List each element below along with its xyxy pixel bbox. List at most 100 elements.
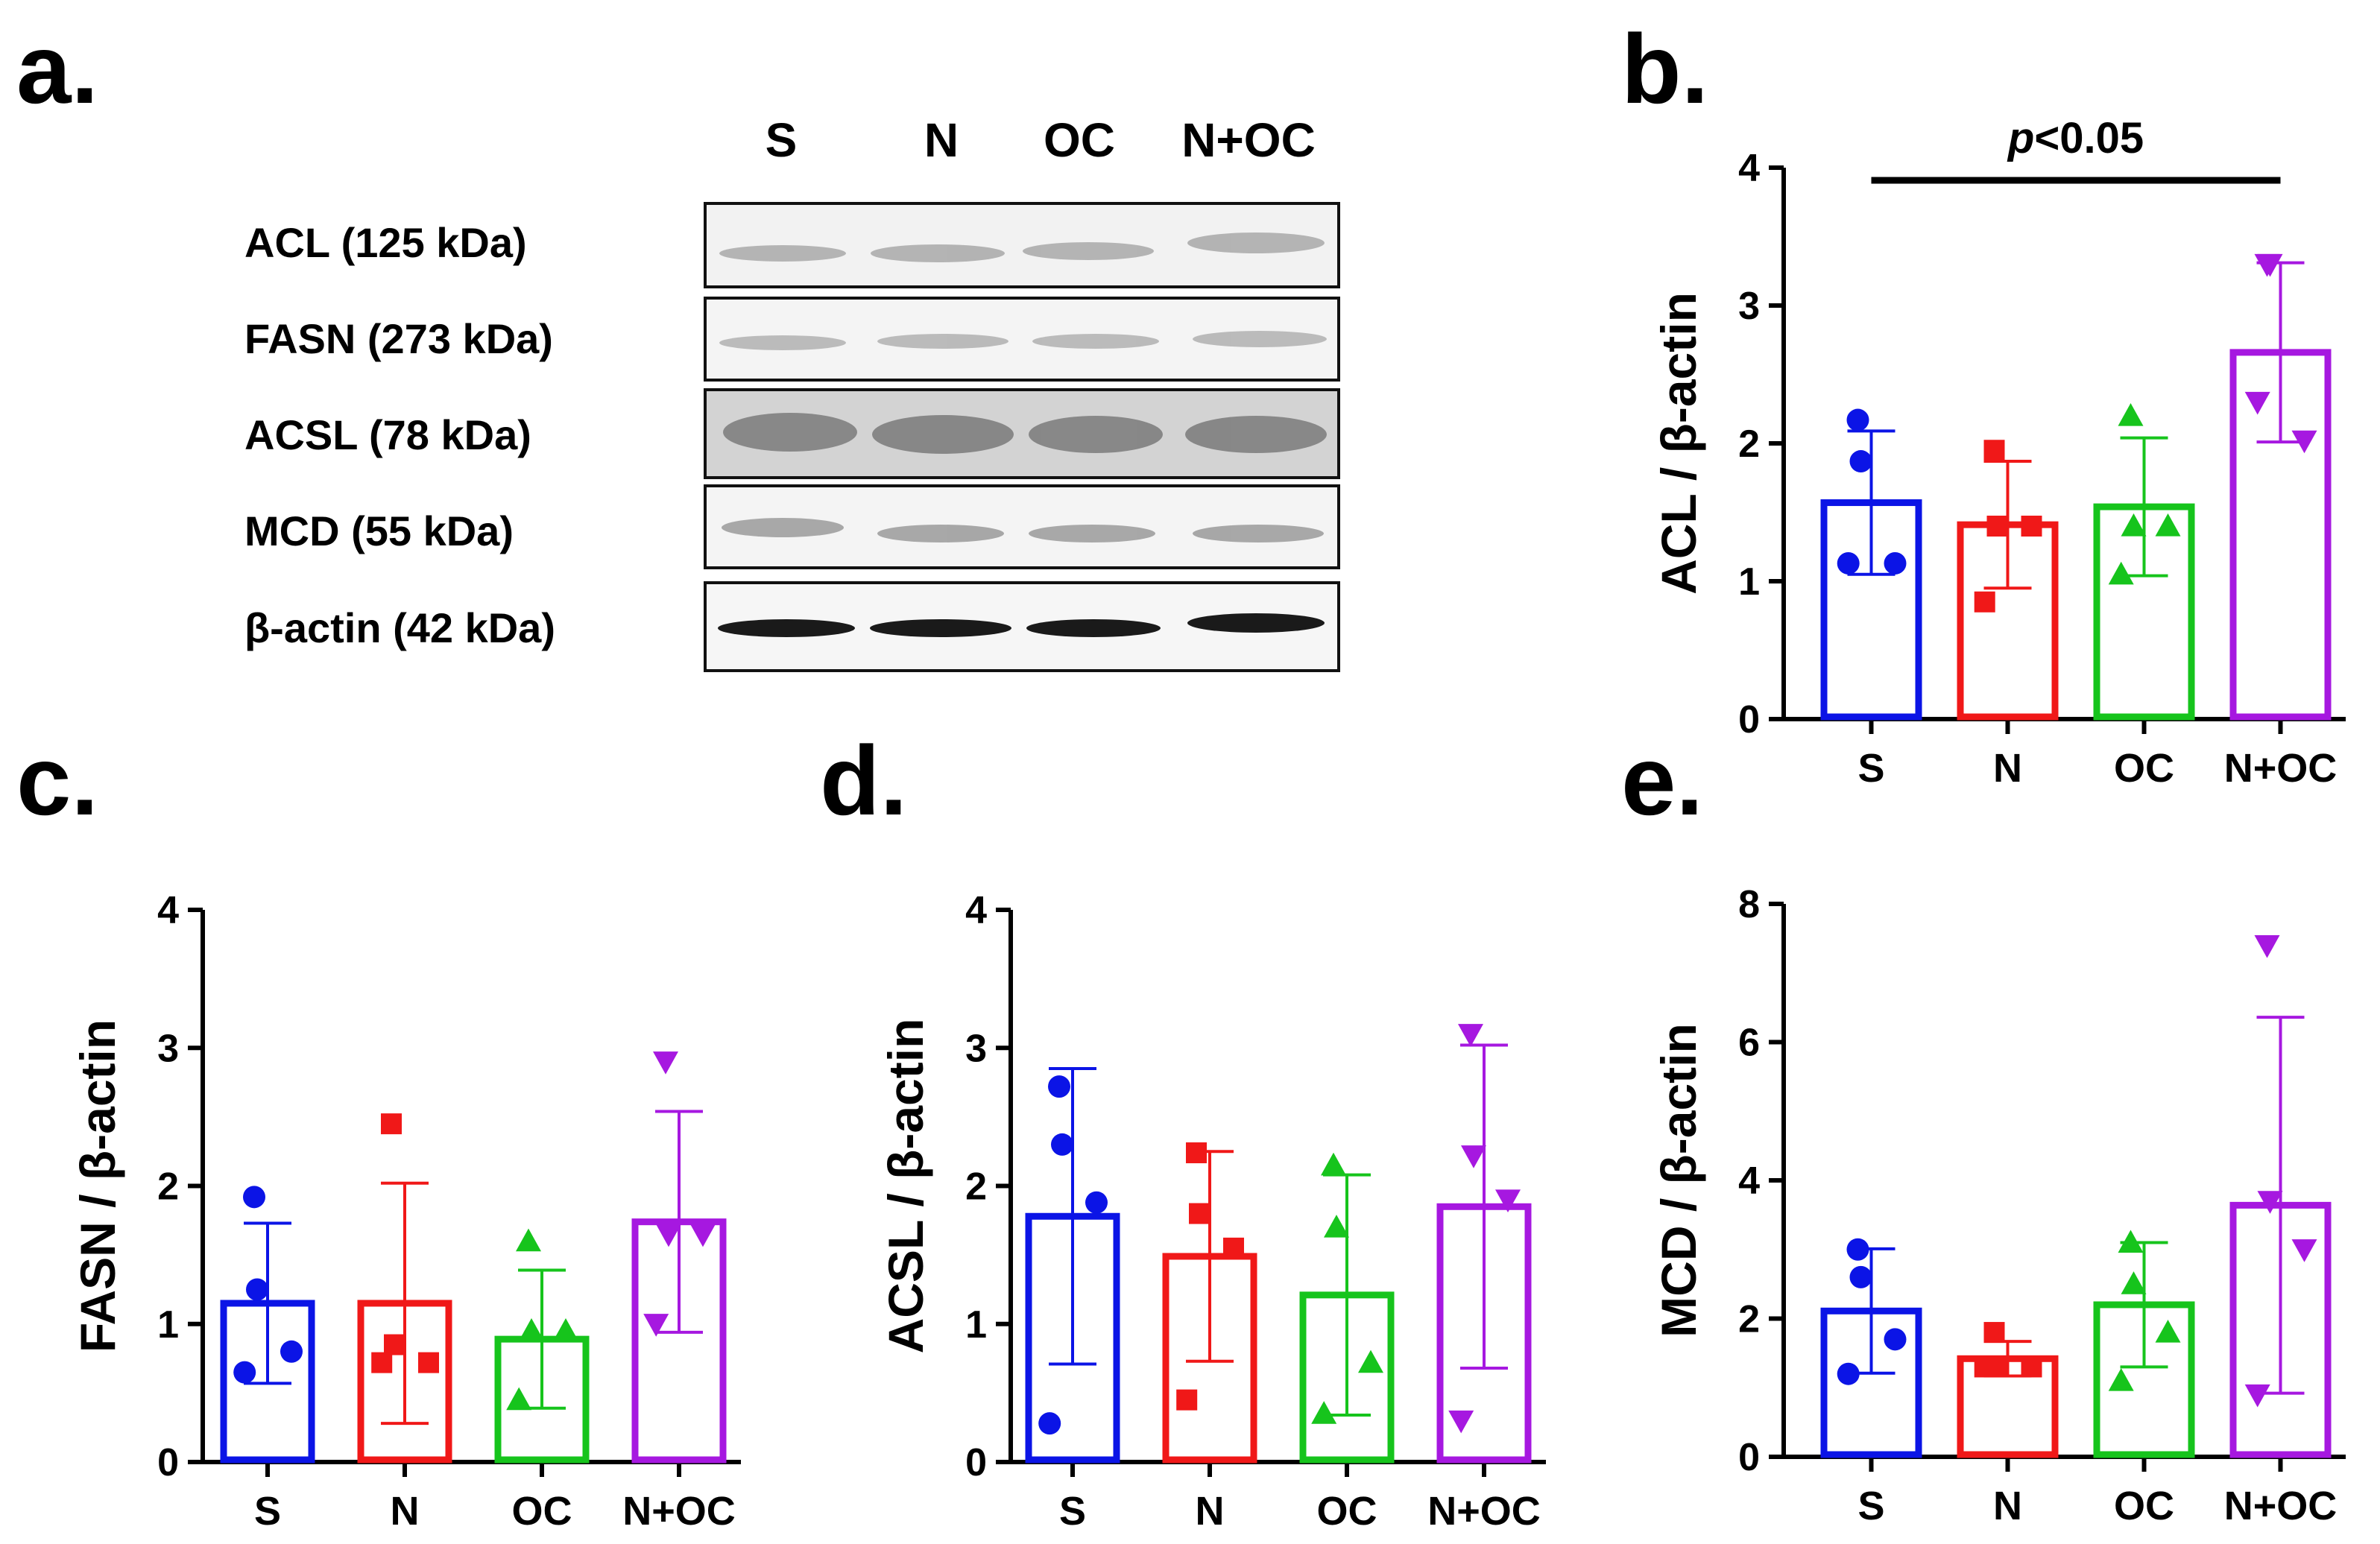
panel-label-b: b. (1621, 14, 1708, 124)
data-point-n (1974, 591, 1995, 613)
chart-fasn: 0 1 2 3 4 FASN / β-actin S N OC N+OC (70, 889, 741, 1534)
y-tick-label: 2 (157, 1165, 179, 1209)
x-tick-label-noc: N+OC (2224, 746, 2338, 791)
data-point-s (1051, 1133, 1073, 1156)
chart-mcd: 0 2 4 6 8 MCD / β-actin S N OC N+OC (1651, 883, 2346, 1528)
y-axis-title: ACSL / β-actin (878, 1019, 933, 1354)
lane-label-noc: N+OC (1181, 113, 1316, 167)
data-point-oc (2108, 561, 2134, 585)
panel-label-a: a. (16, 14, 98, 124)
chart-acl: 0 1 2 3 4 ACL / β-actin S N OC N+OC p<0.05 (1651, 114, 2346, 791)
y-tick-label: 8 (1738, 883, 1760, 926)
data-point-s (1884, 1328, 1907, 1351)
blot-row-label-acl: ACL (125 kDa) (244, 219, 527, 266)
x-tick-label-s: S (254, 1489, 281, 1534)
data-point-oc (2121, 513, 2147, 537)
y-tick-label: 3 (157, 1027, 179, 1070)
data-point-oc (2118, 1230, 2144, 1253)
panel-label-c: c. (16, 726, 98, 835)
y-axis-title: ACL / β-actin (1651, 292, 1706, 595)
blot-bands-acsl (723, 413, 1327, 454)
data-point-n (1983, 440, 2005, 461)
data-point-n (384, 1334, 405, 1355)
x-tick-label-s: S (1059, 1489, 1086, 1534)
lane-label-oc: OC (1044, 113, 1115, 167)
data-point-noc (643, 1314, 669, 1337)
data-point-s (1837, 1362, 1860, 1385)
y-axis-title: MCD / β-actin (1651, 1023, 1706, 1338)
data-point-oc (2155, 1320, 2181, 1343)
lane-label-s: S (766, 113, 798, 167)
data-point-noc (2257, 253, 2283, 277)
data-point-noc (2244, 1384, 2270, 1408)
data-point-n (1186, 1142, 1207, 1164)
data-point-n (2021, 1356, 2042, 1378)
data-point-noc (690, 1224, 716, 1247)
data-point-oc (1324, 1215, 1349, 1238)
x-tick-label-oc: OC (1317, 1489, 1377, 1534)
x-tick-label-noc: N+OC (1427, 1489, 1541, 1534)
y-tick-label: 0 (157, 1441, 179, 1484)
data-point-s (246, 1278, 268, 1301)
western-blot: S N OC N+OC ACL (125 kDa) FASN (273 kDa)… (244, 113, 1340, 672)
blot-row-label-fasn: FASN (273 kDa) (244, 315, 553, 362)
y-tick-label: 0 (965, 1441, 987, 1484)
y-tick-label: 2 (965, 1165, 987, 1209)
data-point-n (1983, 1322, 2005, 1344)
data-point-noc (2254, 935, 2280, 958)
data-point-oc (2121, 1271, 2147, 1294)
data-point-n (1974, 1356, 1995, 1378)
panel-label-d: d. (820, 726, 907, 835)
y-tick-label: 4 (965, 889, 987, 932)
y-tick-label: 2 (1738, 1298, 1760, 1341)
y-tick-label: 0 (1738, 698, 1760, 741)
data-point-s (1846, 1238, 1869, 1261)
data-point-oc (1321, 1152, 1346, 1176)
blot-bands-bactin (718, 613, 1325, 637)
data-point-s (1884, 551, 1907, 575)
x-tick-label-s: S (1857, 1484, 1884, 1528)
data-point-n (1189, 1203, 1210, 1224)
data-point-oc (519, 1318, 544, 1341)
blot-row-label-acsl: ACSL (78 kDa) (244, 411, 531, 458)
x-tick-label-n: N (391, 1489, 420, 1534)
blot-bands-acl (719, 232, 1325, 262)
data-point-noc (653, 1051, 678, 1075)
blot-row-label-mcd: MCD (55 kDa) (244, 507, 514, 554)
x-tick-label-n: N (1196, 1489, 1225, 1534)
data-point-s (1038, 1412, 1061, 1435)
data-point-s (1849, 450, 1872, 473)
data-point-noc (2291, 430, 2317, 454)
blot-row-label-bactin: β-actin (42 kDa) (244, 604, 555, 651)
x-tick-label-noc: N+OC (622, 1489, 736, 1534)
significance-label: p<0.05 (2007, 114, 2144, 162)
data-point-oc (2155, 513, 2181, 537)
data-point-s (1837, 551, 1860, 575)
x-tick-label-oc: OC (2114, 1484, 2174, 1528)
data-point-oc (553, 1318, 578, 1341)
y-tick-label: 6 (1738, 1022, 1760, 1065)
data-point-oc (506, 1387, 532, 1411)
y-axis-title: FASN / β-actin (70, 1019, 125, 1352)
panel-label-e: e. (1621, 726, 1703, 835)
data-point-n (2021, 516, 2042, 537)
y-tick-label: 4 (157, 889, 179, 932)
data-point-s (280, 1340, 303, 1363)
data-point-noc (1458, 1024, 1483, 1047)
data-point-s (1048, 1075, 1070, 1098)
y-tick-label: 1 (1738, 560, 1760, 604)
data-point-noc (2257, 1191, 2283, 1214)
x-tick-label-n: N (1993, 1484, 2022, 1528)
data-point-s (1085, 1191, 1108, 1214)
data-point-s (233, 1361, 256, 1384)
data-point-noc (656, 1224, 681, 1247)
y-tick-label: 1 (965, 1303, 987, 1347)
x-tick-label-oc: OC (2114, 746, 2174, 791)
blot-bands-mcd (722, 518, 1324, 542)
y-tick-label: 2 (1738, 423, 1760, 466)
data-point-noc (2291, 1239, 2317, 1262)
data-point-oc (2108, 1367, 2134, 1391)
y-tick-label: 3 (965, 1027, 987, 1070)
data-point-n (1176, 1389, 1198, 1411)
